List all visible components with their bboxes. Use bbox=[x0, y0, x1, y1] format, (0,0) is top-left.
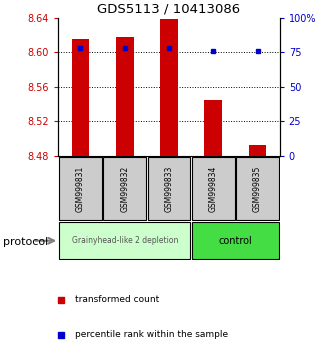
Bar bbox=[160, 19, 178, 156]
Bar bbox=[236, 157, 279, 220]
Bar bbox=[59, 222, 190, 259]
Text: GSM999835: GSM999835 bbox=[253, 165, 262, 212]
Text: GSM999831: GSM999831 bbox=[76, 165, 85, 212]
Text: GSM999832: GSM999832 bbox=[120, 165, 129, 212]
Bar bbox=[249, 145, 266, 156]
Bar bbox=[204, 100, 222, 156]
Text: control: control bbox=[218, 236, 252, 246]
Text: percentile rank within the sample: percentile rank within the sample bbox=[75, 330, 228, 339]
Text: GSM999833: GSM999833 bbox=[165, 165, 173, 212]
Text: protocol: protocol bbox=[3, 238, 49, 247]
Bar bbox=[148, 157, 190, 220]
Bar bbox=[72, 39, 89, 156]
Bar bbox=[192, 157, 234, 220]
Text: transformed count: transformed count bbox=[75, 295, 160, 304]
Bar bbox=[116, 37, 134, 156]
Text: Grainyhead-like 2 depletion: Grainyhead-like 2 depletion bbox=[72, 236, 178, 245]
Bar bbox=[59, 157, 102, 220]
Title: GDS5113 / 10413086: GDS5113 / 10413086 bbox=[98, 2, 240, 15]
Bar bbox=[192, 222, 279, 259]
Text: GSM999834: GSM999834 bbox=[209, 165, 218, 212]
Bar bbox=[104, 157, 146, 220]
